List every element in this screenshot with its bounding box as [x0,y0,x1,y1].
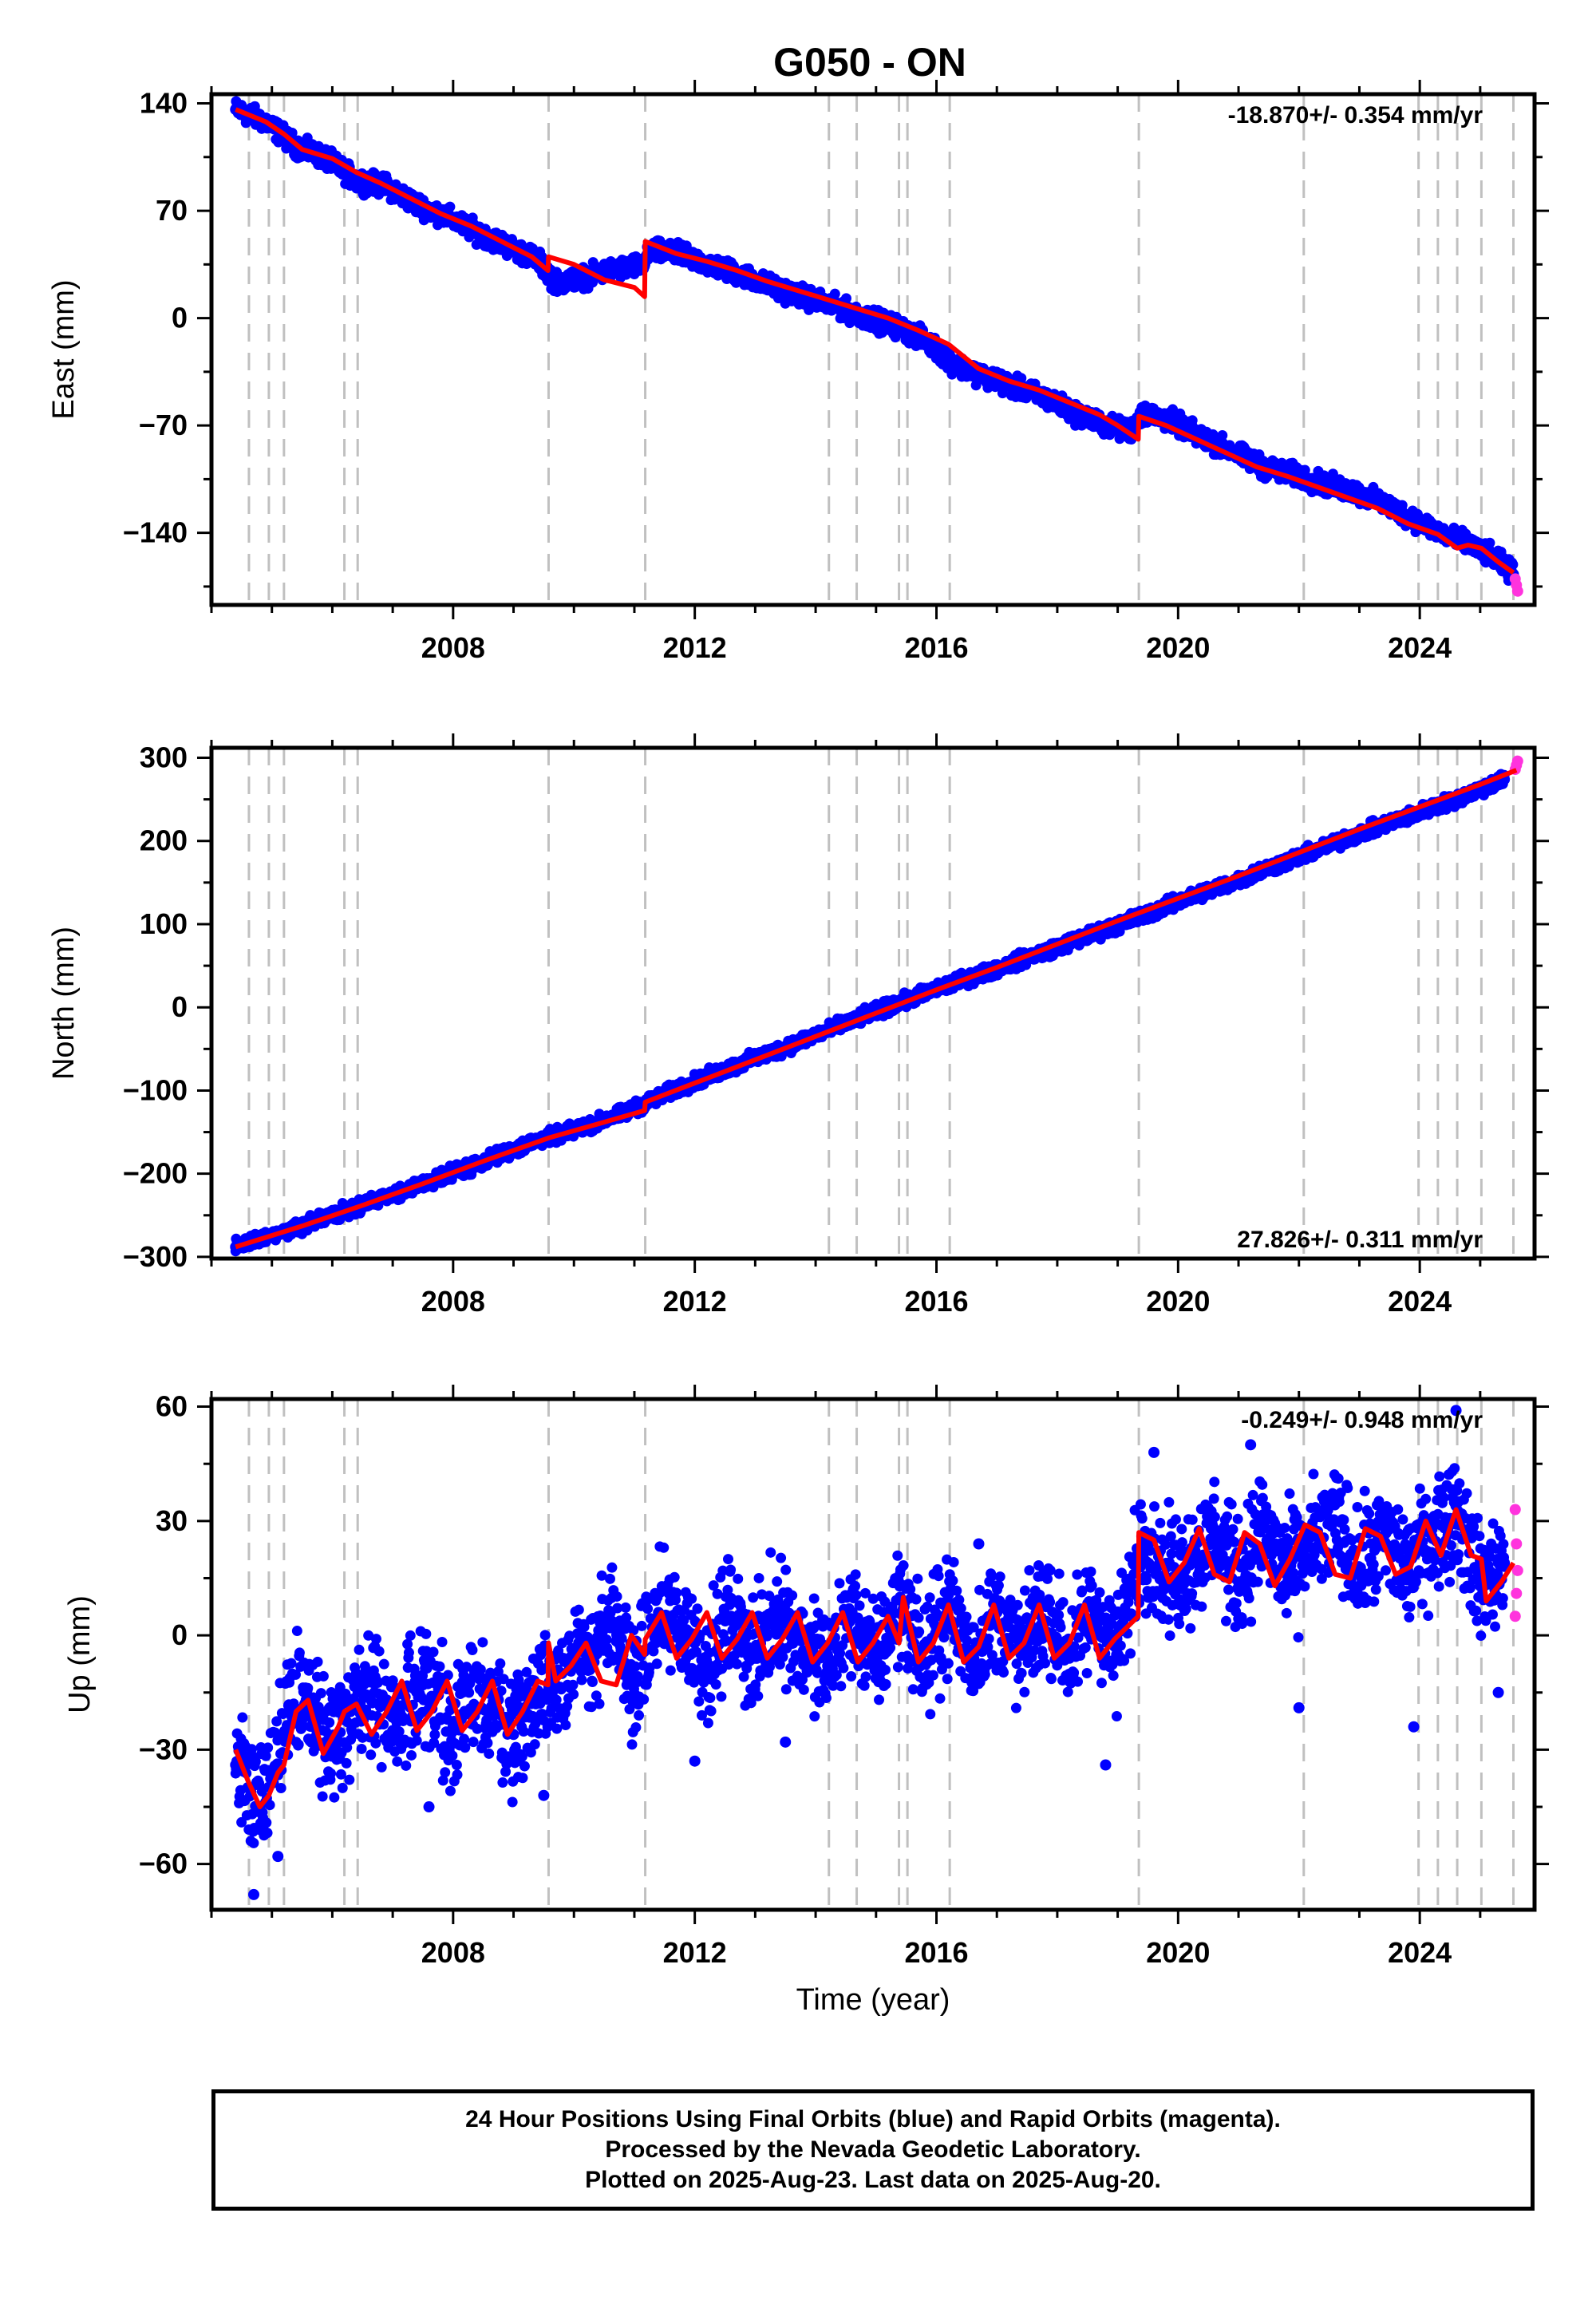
chart-title: G050 - ON [773,40,966,85]
east-y-axis-label: East (mm) [47,279,81,419]
east-cloud-point [1507,559,1519,570]
east-final_orbits-point-41 [1408,513,1420,525]
east-cloud-point [1484,537,1495,548]
panels: 2008 2012 2016 2020 2024 −140 −70 0 70 140 East (m… [47,80,1549,2017]
north-panel: 2008 2012 2016 2020 2024−300−200−10001002003… [47,733,1549,1318]
east-rapid_orbits-point-2 [1511,585,1523,597]
east-final_orbits-point-11 [550,277,562,289]
east-cloud-point [829,288,840,299]
east-cloud-point [997,388,1008,399]
east-x-tick-label-4: 2024 [1388,631,1452,664]
east-final_orbits-point-33 [1166,415,1178,427]
east-rate-label: -18.870+/- 0.354 mm/yr [1228,102,1483,128]
east-cloud-point [1016,373,1027,384]
east-cloud-point [1217,430,1228,441]
east-cloud-point [840,293,851,304]
east-y-tick-label-4: 140 [140,87,188,120]
east-cloud-point [1187,415,1198,426]
east-y-tick-label-1: −70 [139,409,188,441]
east-cloud-point [1396,500,1408,511]
east-cloud-point [665,237,676,248]
east-y-tick-label-0: −140 [123,516,188,549]
east-final_orbits-point-25 [949,358,961,370]
east-cloud-point [444,201,456,212]
east-y-tick-label-3: 70 [156,194,188,227]
east-model-line [235,107,1515,575]
east-panel: 2008 2012 2016 2020 2024 −140 −70 0 70 140 East (m… [47,80,1549,664]
east-frame [209,92,1537,607]
east-plot-area [230,94,1523,605]
east-final_orbits-point-4 [350,174,362,186]
north-plot-area [230,748,1523,1259]
east-final_orbits-points [230,96,1519,586]
east-final_orbits-point-40 [1377,498,1389,510]
east-final_orbits-point-29 [1069,407,1081,419]
east-y-tick-label-2: 0 [172,302,188,334]
east-x-tick-label-3: 2020 [1146,631,1210,664]
east-x-tick-label-2: 2016 [904,631,968,664]
east-x-tick-label-1: 2012 [663,631,727,664]
east-x-tick-label-0: 2008 [421,631,485,664]
east-final_orbits-point-13 [610,263,622,275]
east-final_orbits-point-39 [1347,485,1359,497]
east-rapid_orbits-points [1509,573,1523,597]
